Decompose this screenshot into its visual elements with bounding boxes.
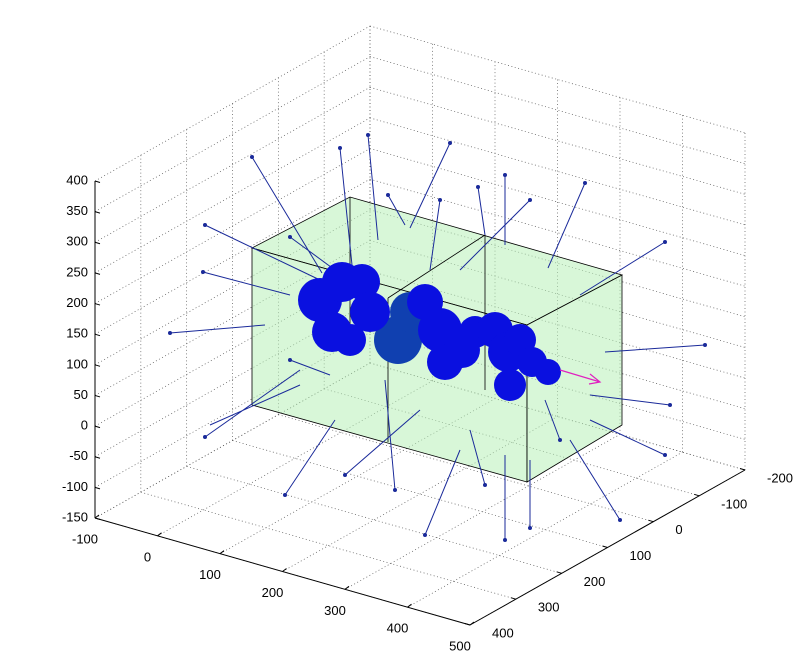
z-tick-label: -150 <box>62 509 88 524</box>
x-tick <box>157 532 162 537</box>
blobs <box>298 262 561 401</box>
z-tick-label: 300 <box>66 234 88 249</box>
z-tick-label: 200 <box>66 295 88 310</box>
x-tick <box>407 603 412 608</box>
x-tick-label: 0 <box>144 549 151 564</box>
x-tick-label: -100 <box>72 531 98 546</box>
highlight-arrow <box>559 369 602 385</box>
arrow-tails <box>168 133 707 542</box>
z-tick-label: 50 <box>74 387 88 402</box>
z-tick <box>94 303 101 306</box>
z-tick <box>94 180 101 183</box>
box-side <box>526 274 623 483</box>
z-tick <box>94 333 101 337</box>
grid-line <box>94 86 371 243</box>
y-tick <box>510 597 516 600</box>
y-tick <box>694 493 700 497</box>
z-tick-label: 100 <box>66 356 88 371</box>
x-tick-label: 200 <box>262 585 284 600</box>
z-tick <box>94 272 101 275</box>
x-tick-label: 400 <box>387 621 409 636</box>
y-tick-label: 0 <box>675 522 682 537</box>
z-tick-label: 150 <box>66 326 88 341</box>
z-tick <box>94 456 101 459</box>
z-tick-label: -100 <box>62 479 88 494</box>
z-tick <box>94 425 101 429</box>
z-tick-label: 250 <box>66 264 88 279</box>
x-tick-label: 500 <box>449 638 471 653</box>
z-tick-label: 400 <box>66 172 88 187</box>
y-tick <box>648 519 654 523</box>
grid-line <box>369 56 746 164</box>
z-tick <box>94 241 101 245</box>
x-tick <box>344 585 350 590</box>
y-tick <box>602 545 608 548</box>
y-tick-label: -200 <box>767 470 793 485</box>
axis-line <box>94 517 471 626</box>
y-tick-label: 100 <box>630 548 652 563</box>
y-tick <box>556 571 562 574</box>
grid-line <box>407 451 683 608</box>
y-tick-label: -100 <box>721 496 747 511</box>
y-tick <box>739 468 746 471</box>
z-tick-label: 350 <box>66 203 88 218</box>
grid-line <box>94 56 371 212</box>
y-tick-label: 300 <box>538 600 560 615</box>
z-tick <box>94 394 101 398</box>
x-tick-label: 100 <box>199 567 221 582</box>
y-tick-label: 200 <box>584 574 606 589</box>
y-tick-label: 400 <box>492 625 514 640</box>
x-tick <box>94 514 100 519</box>
z-tick-label: 0 <box>81 418 88 433</box>
scene <box>168 133 707 542</box>
axes: -150 -100 -50 0 50 100 150 200 250 300 350 400 -100 0… <box>62 172 793 653</box>
z-tick <box>94 486 101 490</box>
x-tick <box>282 568 287 572</box>
z-tick <box>94 364 101 367</box>
axis-line <box>469 469 746 626</box>
z-tick <box>94 211 101 214</box>
arrows <box>169 134 706 540</box>
grid-line <box>94 178 371 335</box>
x-tick-label: 300 <box>324 603 346 618</box>
z-tick-label: -50 <box>69 448 88 463</box>
x-tick <box>219 550 225 555</box>
